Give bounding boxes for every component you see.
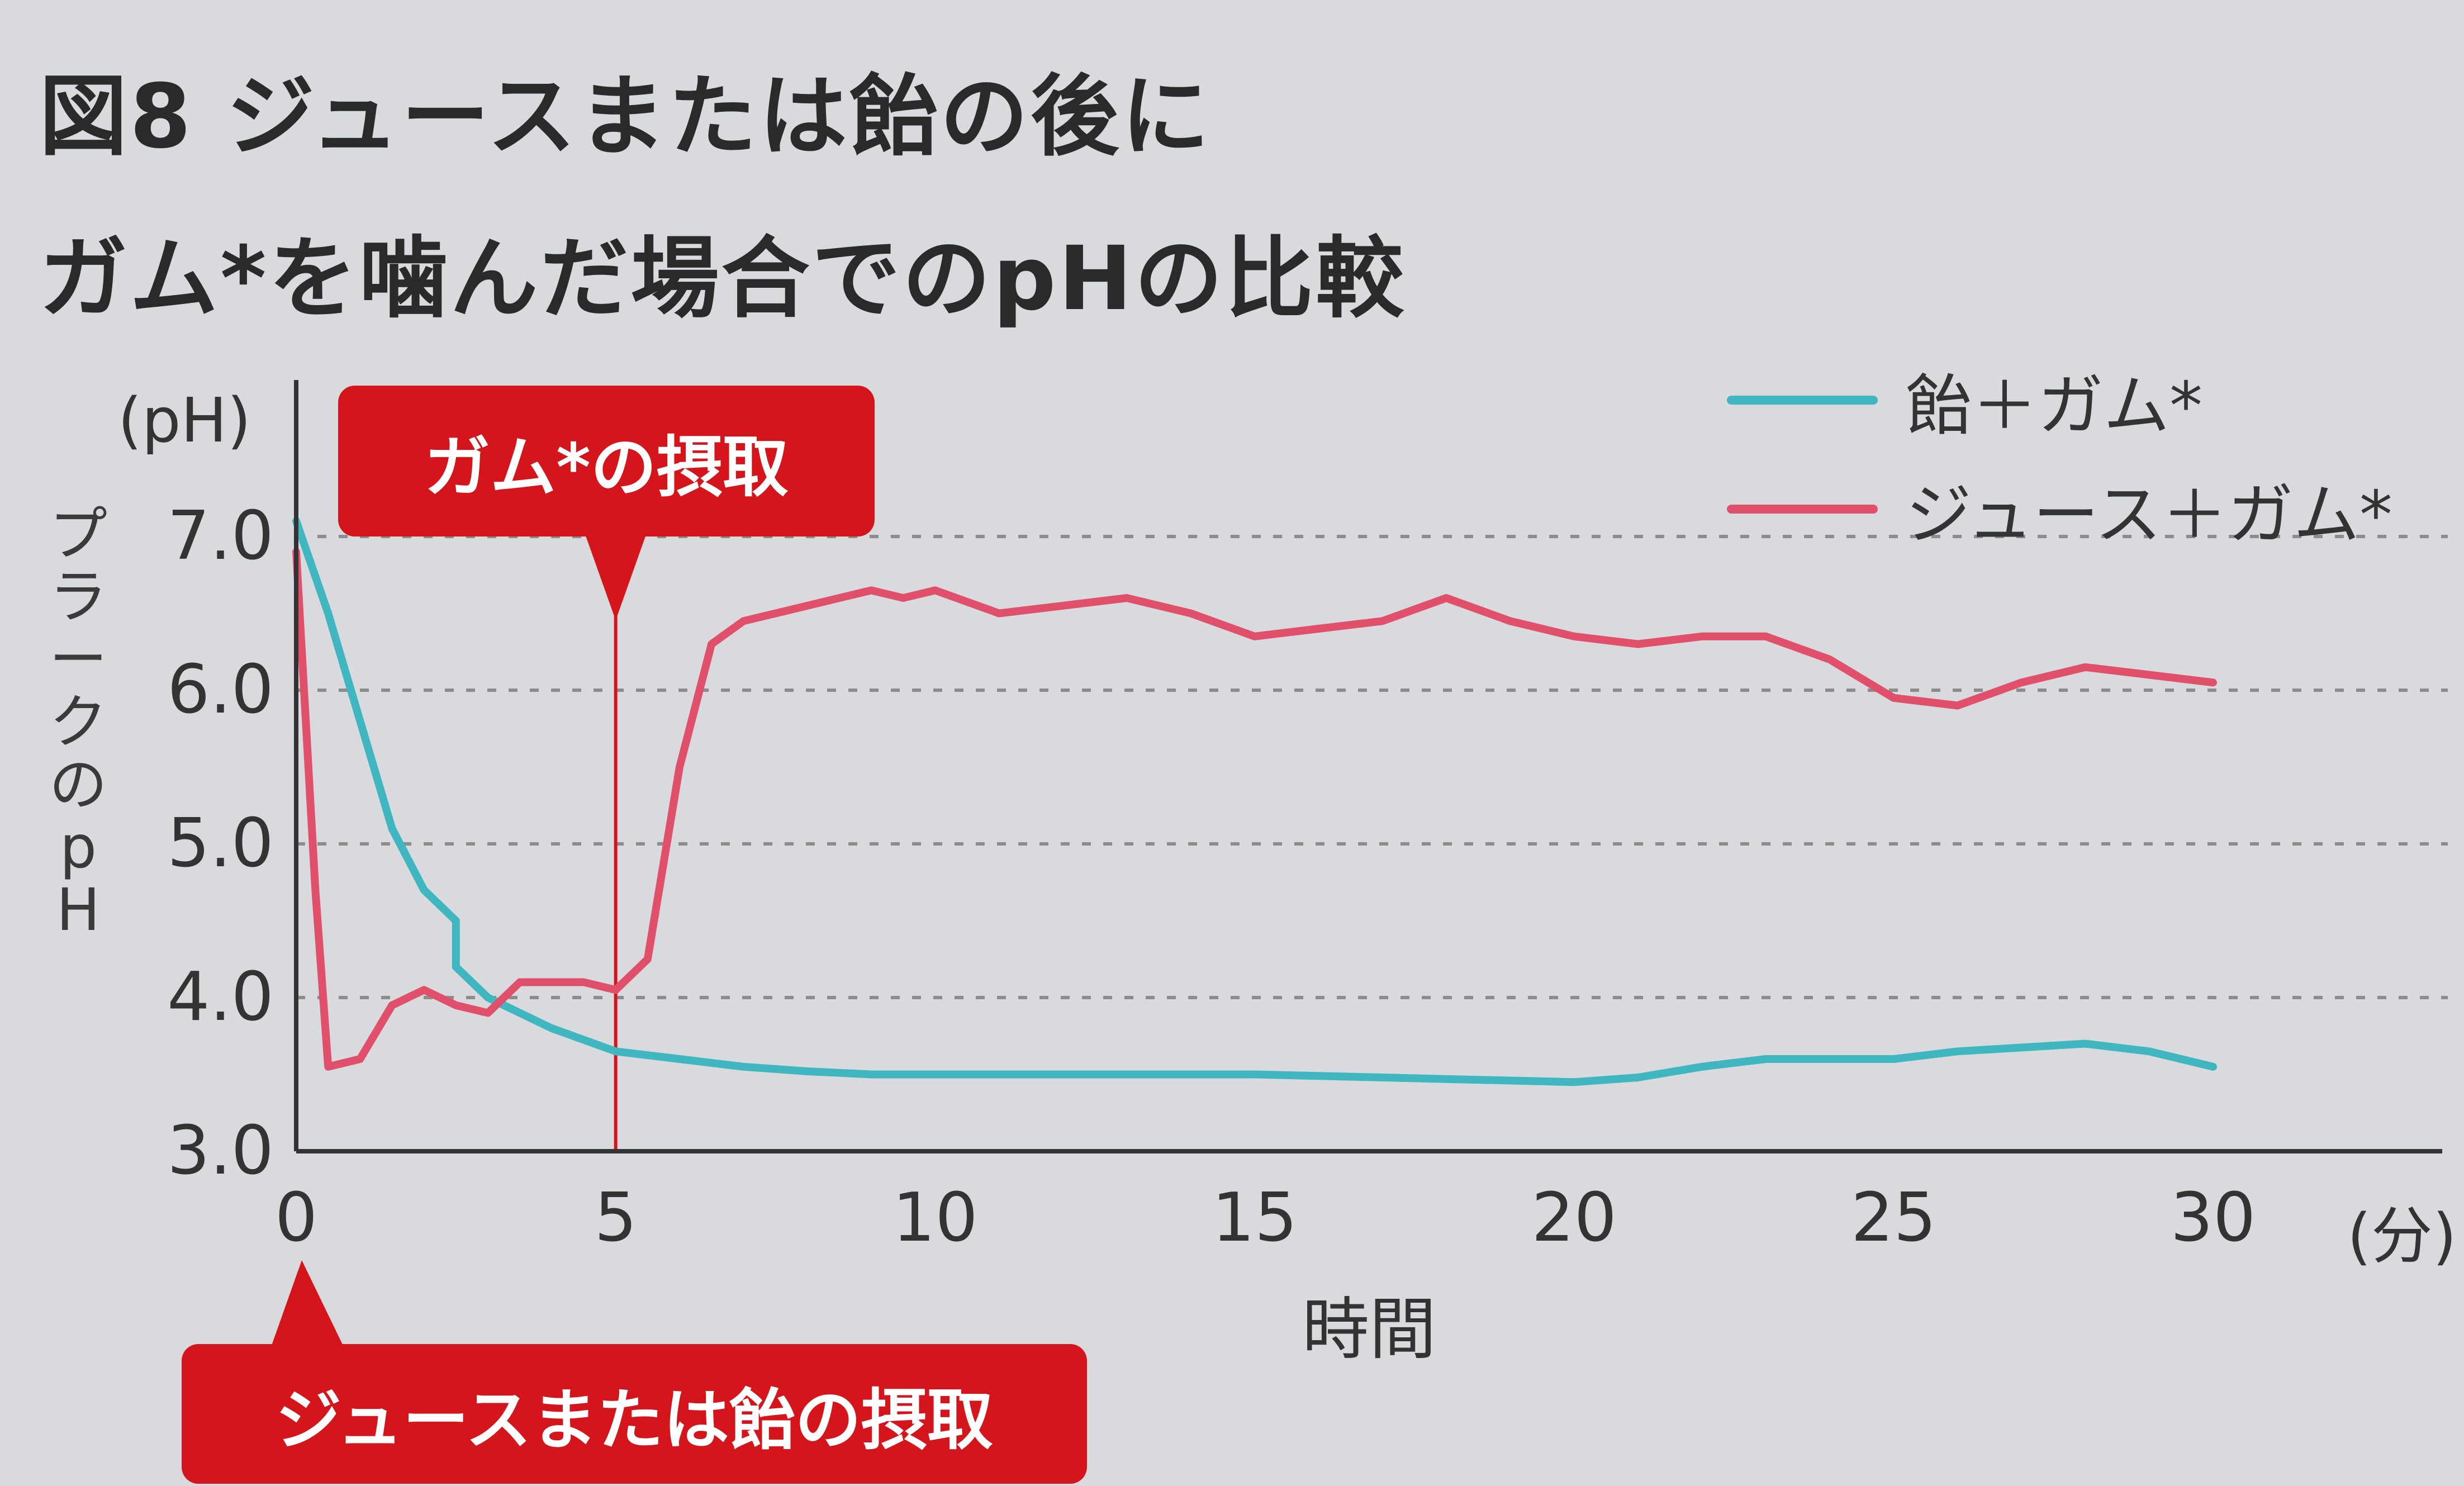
legend-swatch-juice-gum: [1727, 504, 1878, 514]
legend-label-candy-gum: 飴＋ガム*: [1906, 367, 2203, 444]
y-axis-title: プラークのpH: [49, 500, 107, 944]
x-tick-label: 25: [1851, 1179, 1936, 1257]
x-axis-title: 時間: [1302, 1291, 1436, 1369]
x-axis-unit-label: (分): [2347, 1200, 2457, 1272]
legend-swatch-candy-gum: [1727, 395, 1878, 405]
callout-juice-pointer: [271, 1260, 344, 1347]
y-axis-unit-label: (pH): [118, 384, 251, 456]
x-tick-label: 30: [2171, 1179, 2256, 1257]
x-tick-label: 0: [275, 1179, 317, 1257]
x-tick-label: 10: [892, 1179, 978, 1257]
y-tick-label: 5.0: [167, 805, 274, 882]
x-tick-label: 15: [1212, 1179, 1298, 1257]
chart-title-line1: 図8 ジュースまたは飴の後に: [39, 65, 1212, 168]
legend-item-juice-gum: ジュース＋ガム*: [1727, 461, 2392, 557]
y-tick-label: 3.0: [167, 1112, 274, 1190]
chart-title-line2: ガム*を噛んだ場合でのpHの比較: [39, 227, 1406, 330]
y-tick-label: 7.0: [167, 497, 274, 575]
y-tick-label: 4.0: [167, 958, 274, 1036]
x-tick-label: 5: [594, 1179, 637, 1257]
legend-label-juice-gum: ジュース＋ガム*: [1906, 476, 2392, 553]
legend-item-candy-gum: 飴＋ガム*: [1727, 352, 2202, 448]
x-tick-label: 20: [1531, 1179, 1617, 1257]
callout-gum-intake: ガム*の摂取: [338, 386, 875, 537]
series-line-juice-gum: [292, 548, 2217, 1071]
y-tick-label: 6.0: [167, 651, 274, 729]
callout-juice-or-candy-intake: ジュースまたは飴の摂取: [182, 1344, 1087, 1484]
callout-gum-pointer: [585, 534, 647, 620]
series-line-candy-gum: [292, 517, 2217, 1086]
